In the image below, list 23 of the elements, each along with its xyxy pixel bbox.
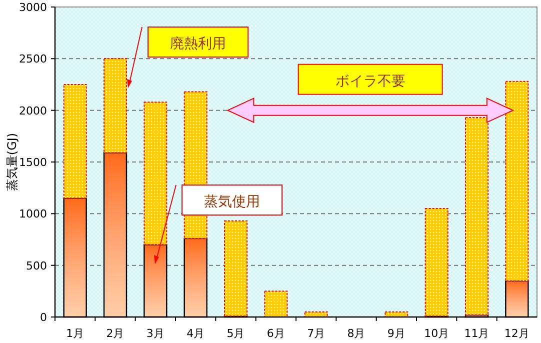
x-tick-label: 3月: [146, 327, 164, 340]
x-tick-label: 5月: [226, 327, 245, 340]
x-tick-label: 6月: [266, 327, 285, 340]
y-axis-title: 蒸気量(GJ): [5, 132, 19, 192]
x-tick-label: 8月: [347, 327, 366, 340]
x-tick-label: 9月: [387, 327, 406, 340]
y-tick-label: 500: [26, 259, 47, 272]
y-tick-label: 1500: [19, 156, 47, 169]
x-tick-label: 10月: [424, 327, 450, 340]
y-tick-label: 0: [40, 311, 47, 324]
y-tick-label: 3000: [19, 1, 47, 14]
annotation: ボイラ不要: [335, 73, 406, 90]
y-tick-label: 2000: [19, 104, 47, 118]
x-tick-label: 4月: [186, 327, 205, 340]
annotation: 蒸気使用: [204, 194, 260, 210]
x-tick-label: 7月: [307, 327, 326, 340]
x-tick-label: 1月: [66, 327, 84, 340]
x-tick-label: 12月: [504, 327, 530, 340]
y-tick-label: 2500: [19, 52, 47, 66]
x-tick-label: 2月: [106, 327, 124, 340]
x-tick-label: 11月: [464, 327, 490, 340]
y-tick-label: 1000: [19, 208, 47, 221]
annotation: 廃熱利用: [170, 36, 226, 52]
